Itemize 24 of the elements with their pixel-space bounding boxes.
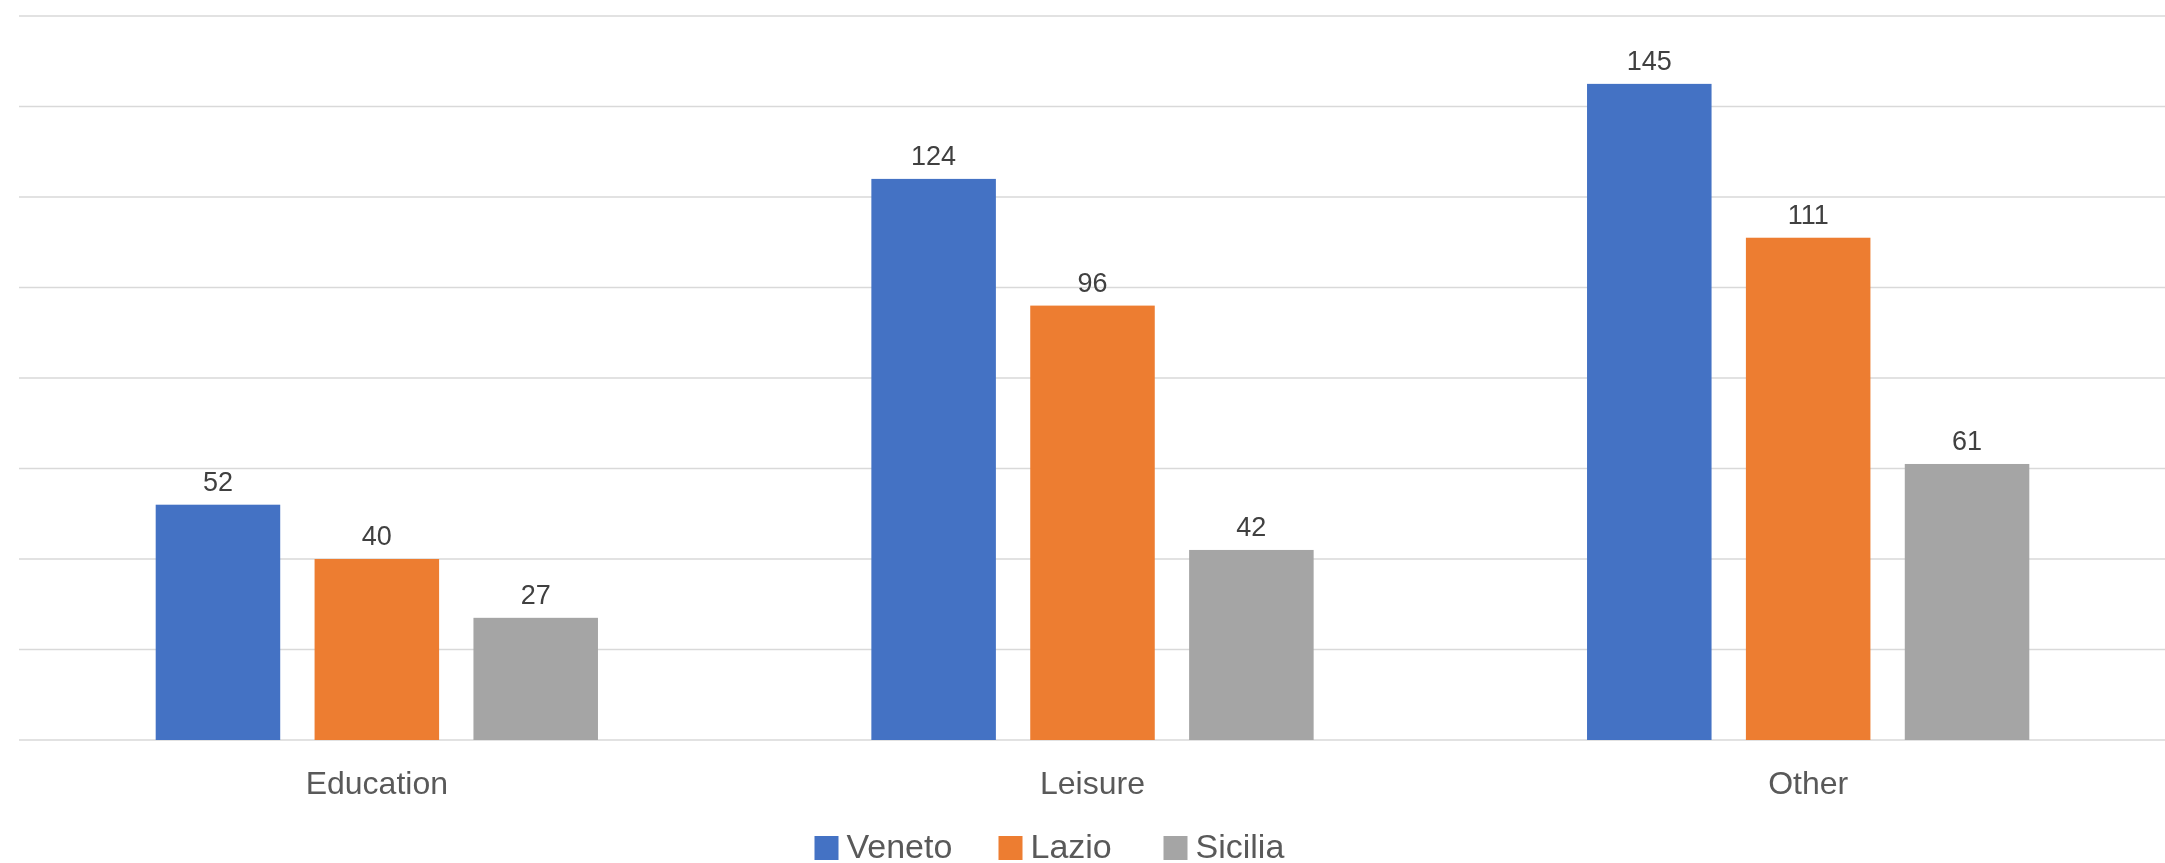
bar [1587,83,1712,740]
data-label: 27 [520,579,551,610]
data-label: 124 [911,140,957,171]
data-label: 40 [361,521,392,551]
bar [1189,549,1314,740]
x-tick-label: Other [1768,765,1849,801]
legend-label: Sicilia [1195,827,1285,863]
data-label: 61 [1952,425,1983,456]
data-label: 52 [202,466,233,497]
legend-label: Veneto [846,827,953,863]
bar [1030,305,1155,740]
data-label: 42 [1236,511,1267,542]
legend-label: Lazio [1030,827,1112,863]
bar [314,559,440,740]
x-tick-label: Leisure [1040,765,1145,801]
bar [473,617,598,740]
bar [1745,237,1871,740]
data-label: 111 [1787,199,1829,230]
x-tick-label: Education [305,765,448,801]
bar [155,504,281,740]
bar [1904,463,2030,740]
bar [871,178,996,740]
data-label: 145 [1626,45,1672,76]
data-label: 96 [1077,267,1108,298]
